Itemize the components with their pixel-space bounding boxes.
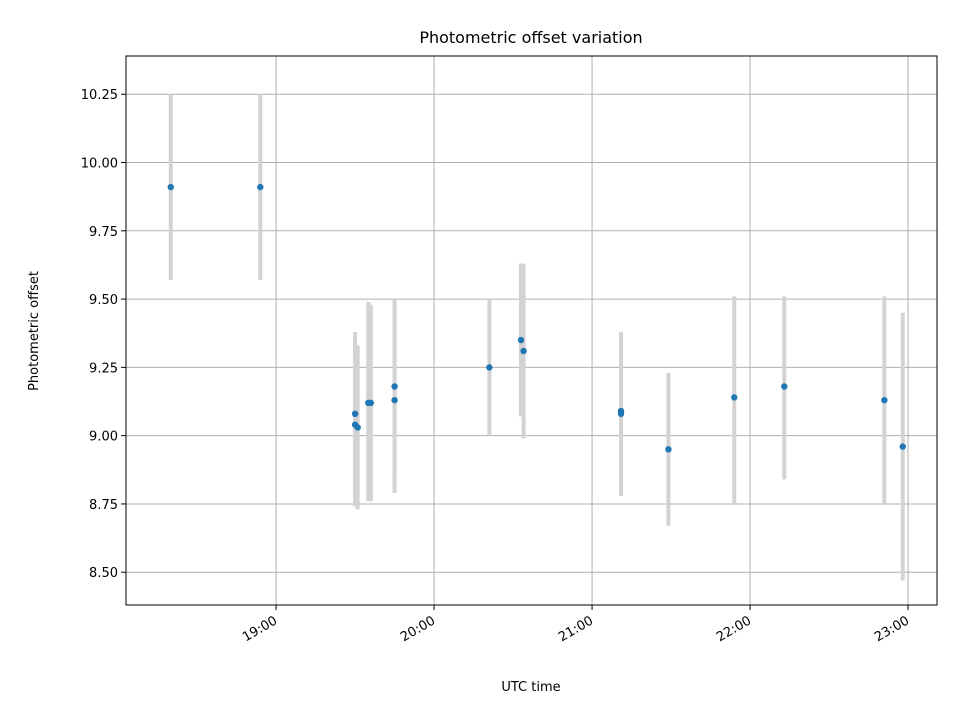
- data-point: [899, 443, 906, 450]
- data-point: [517, 336, 525, 344]
- data-point: [167, 183, 174, 191]
- y-tick-label: 9.25: [89, 361, 118, 376]
- data-point: [665, 446, 672, 453]
- data-point: [520, 347, 527, 355]
- data-point: [257, 183, 264, 191]
- y-tick-label: 9.50: [89, 293, 118, 308]
- data-point: [781, 383, 788, 390]
- data-point: [351, 410, 359, 418]
- y-tick-label: 9.75: [89, 225, 118, 240]
- data-point: [486, 364, 493, 371]
- y-axis-label: Photometric offset: [27, 271, 42, 391]
- plot-frame: [125, 55, 938, 606]
- data-points: [167, 183, 906, 453]
- x-axis-label: UTC time: [501, 680, 560, 695]
- data-point: [391, 383, 398, 390]
- y-tick-label: 10.25: [81, 88, 118, 103]
- data-point: [367, 399, 375, 407]
- data-point: [881, 396, 888, 404]
- data-point: [354, 424, 361, 431]
- y-tick-label: 9.00: [89, 430, 118, 445]
- y-tick-label: 10.00: [81, 157, 118, 172]
- chart-title: Photometric offset variation: [419, 28, 642, 47]
- y-tick-label: 8.75: [89, 498, 118, 513]
- data-point: [617, 410, 625, 418]
- y-axis-ticks: 8.50 8.75 9.00 9.25 9.50 9.75 10.00 10.25: [81, 88, 126, 581]
- data-point: [731, 394, 738, 401]
- y-tick-label: 8.50: [89, 566, 118, 581]
- data-point: [391, 396, 398, 404]
